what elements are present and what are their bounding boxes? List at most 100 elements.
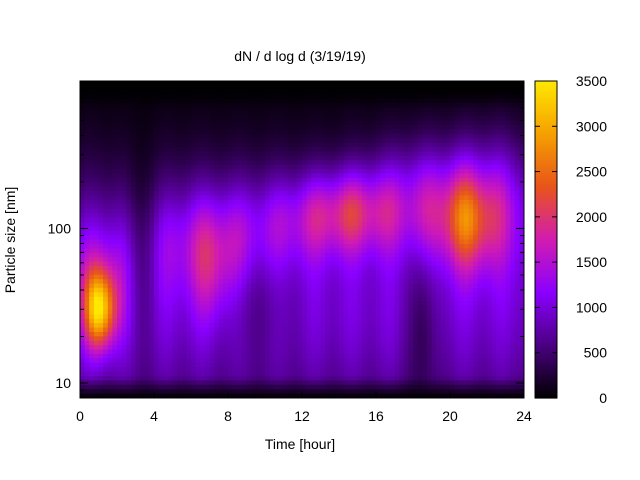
heatmap-cell [107,353,113,359]
heatmap-cell [260,287,266,293]
heatmap-cell [366,221,372,227]
heatmap-cell [103,221,109,227]
heatmap-cell [311,367,317,373]
heatmap-cell [186,230,192,236]
heatmap-cell [172,125,178,131]
heatmap-cell [126,111,132,117]
heatmap-cell [380,345,386,351]
heatmap-cell [200,309,206,315]
heatmap-cell [98,349,104,355]
heatmap-cell [260,191,266,197]
heatmap-cell [149,177,155,183]
heatmap-cell [204,89,211,95]
heatmap-cell [167,98,174,104]
heatmap-cell [103,318,109,324]
heatmap-cell [98,287,104,293]
heatmap-cell [84,301,90,307]
heatmap-cell [357,261,363,267]
heatmap-cell [93,138,100,144]
heatmap-cell [154,248,160,254]
heatmap-cell [343,384,349,390]
heatmap-cell [144,336,150,342]
heatmap-cell [200,221,206,227]
heatmap-cell [200,195,206,201]
heatmap-cell [255,296,261,302]
heatmap-cell [163,274,169,280]
heatmap-cell [241,173,248,179]
heatmap-cell [130,274,137,280]
heatmap-cell [269,133,275,139]
heatmap-cell [93,340,100,346]
heatmap-cell [352,323,359,329]
heatmap-cell [181,182,187,188]
heatmap-cell [357,208,363,214]
heatmap-cell [214,331,220,337]
heatmap-cell [352,345,359,351]
heatmap-cell [195,257,201,263]
heatmap-cell [158,296,164,302]
heatmap-cell [80,98,86,104]
heatmap-cell [246,226,252,232]
heatmap-cell [89,85,95,91]
heatmap-cell [89,305,95,311]
heatmap-cell [389,371,396,377]
heatmap-cell [237,204,243,210]
heatmap-cell [126,191,132,197]
heatmap-cell [255,358,261,364]
heatmap-cell [158,177,164,183]
heatmap-cell [214,287,220,293]
heatmap-cell [154,257,160,263]
heatmap-cell [80,120,86,126]
heatmap-cell [80,230,86,236]
heatmap-cell [352,182,359,188]
heatmap-cell [140,169,146,175]
heatmap-cell [334,213,340,219]
heatmap-cell [315,309,322,315]
heatmap-cell [117,252,123,258]
heatmap-cell [154,305,160,311]
heatmap-cell [329,129,335,135]
heatmap-cell [158,164,164,170]
heatmap-cell [149,186,155,192]
heatmap-cell [320,235,326,241]
heatmap-cell [177,243,183,249]
heatmap-cell [126,287,132,293]
heatmap-cell [186,182,192,188]
heatmap-cell [195,177,201,183]
heatmap-cell [311,353,317,359]
heatmap-cell [140,81,146,86]
heatmap-cell [223,239,229,245]
heatmap-cell [195,164,201,170]
heatmap-cell [343,318,349,324]
heatmap-cell [209,208,215,214]
heatmap-cell [306,380,312,386]
heatmap-cell [232,111,238,117]
heatmap-cell [376,261,382,267]
heatmap-cell [126,393,132,398]
heatmap-cell [121,98,127,104]
heatmap-cell [366,274,372,280]
heatmap-cell [306,151,312,157]
heatmap-cell [283,160,289,166]
heatmap-cell [399,169,405,175]
heatmap-cell [329,138,335,144]
heatmap-cell [339,186,345,192]
heatmap-cell [112,305,118,311]
heatmap-cell [121,257,127,263]
heatmap-cell [158,358,164,364]
heatmap-cell [371,353,377,359]
heatmap-cell [135,85,141,91]
heatmap-cell [315,120,322,126]
heatmap-cell [107,204,113,210]
heatmap-cell [306,89,312,95]
heatmap-cell [149,393,155,398]
heatmap-cell [306,309,312,315]
heatmap-cell [214,318,220,324]
heatmap-cell [352,107,359,113]
heatmap-cell [191,164,197,170]
heatmap-cell [376,301,382,307]
heatmap-cell [339,85,345,91]
heatmap-cell [214,191,220,197]
heatmap-cell [251,248,257,254]
heatmap-cell [177,129,183,135]
